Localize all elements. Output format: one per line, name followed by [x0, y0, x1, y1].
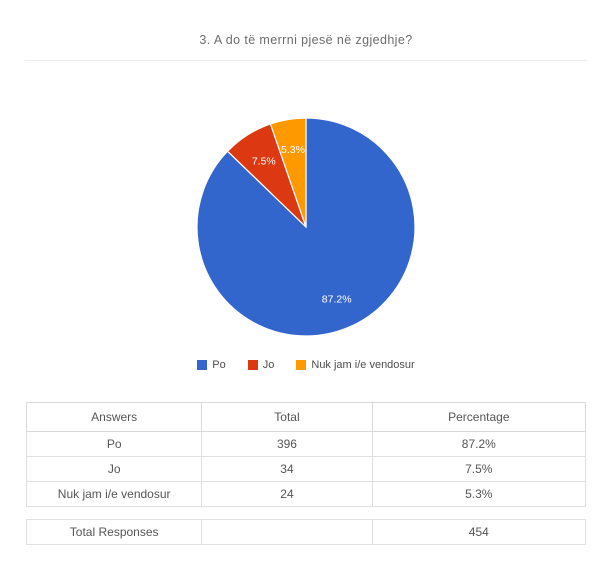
table-row: Nuk jam i/e vendosur 24 5.3%	[25, 481, 587, 507]
pie-slice-nuk-jam-i-e-vendosur[interactable]	[269, 117, 307, 228]
legend-item-jo: Jo	[247, 359, 275, 371]
legend-label: Po	[212, 359, 226, 371]
total-cell: 34	[201, 456, 373, 482]
pie-chart: 87.2% 7.5% 5.3%	[0, 117, 612, 337]
pie-slice-label: 87.2%	[322, 294, 352, 306]
total-cell: 24	[201, 481, 373, 507]
title-divider	[25, 60, 587, 61]
total-cell: 396	[201, 431, 373, 457]
pie-slice-label: 5.3%	[281, 144, 305, 156]
legend-swatch-icon	[197, 360, 208, 370]
answer-cell: Jo	[25, 456, 203, 482]
empty-cell	[201, 519, 373, 545]
legend-swatch-icon	[296, 360, 307, 370]
total-responses-table: Total Responses 454	[25, 519, 587, 545]
total-responses-value: 454	[371, 519, 587, 545]
legend-item-nuk-jam-i-e-vendosur: Nuk jam i/e vendosur	[296, 359, 415, 371]
column-header-total: Total	[201, 402, 373, 432]
percentage-cell: 5.3%	[371, 481, 587, 507]
chart-legend: Po Jo Nuk jam i/e vendosur	[0, 359, 612, 371]
table-row: Po 396 87.2%	[25, 431, 587, 457]
table-row: Jo 34 7.5%	[25, 456, 587, 482]
legend-label: Jo	[262, 359, 275, 371]
pie-chart-svg: 87.2% 7.5% 5.3%	[196, 117, 416, 337]
total-responses-label: Total Responses	[25, 519, 203, 545]
percentage-cell: 87.2%	[371, 431, 587, 457]
results-table: Answers Total Percentage Po 396 87.2% Jo…	[25, 402, 587, 507]
legend-item-po: Po	[197, 359, 226, 371]
column-header-percentage: Percentage	[371, 402, 587, 432]
question-title: 3. A do të merrni pjesë në zgjedhje?	[199, 33, 413, 47]
legend-swatch-icon	[247, 360, 258, 370]
legend-label: Nuk jam i/e vendosur	[311, 359, 415, 371]
answer-cell: Po	[25, 431, 203, 457]
table-header-row: Answers Total Percentage	[25, 402, 587, 432]
pie-slice-label: 7.5%	[252, 155, 276, 167]
answer-cell: Nuk jam i/e vendosur	[25, 481, 203, 507]
column-header-answers: Answers	[25, 402, 203, 432]
total-responses-row: Total Responses 454	[25, 519, 587, 545]
percentage-cell: 7.5%	[371, 456, 587, 482]
